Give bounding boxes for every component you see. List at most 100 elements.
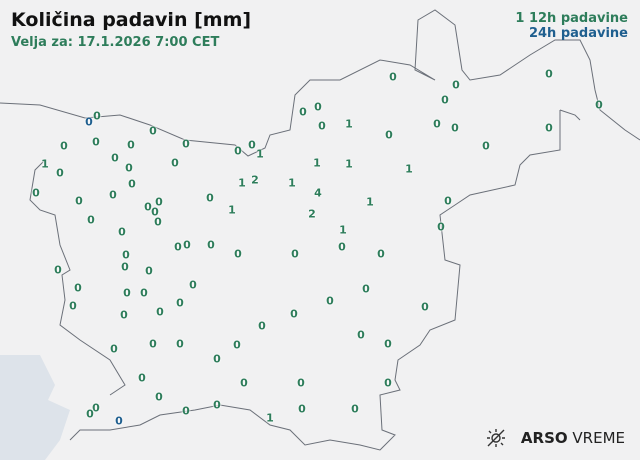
- station-value[interactable]: 0: [128, 177, 136, 191]
- station-value[interactable]: 0: [92, 135, 100, 149]
- station-value[interactable]: 0: [233, 338, 241, 352]
- station-value[interactable]: 0: [138, 371, 146, 385]
- station-value[interactable]: 1: [256, 147, 264, 161]
- station-value[interactable]: 0: [110, 342, 118, 356]
- station-value[interactable]: 0: [182, 137, 190, 151]
- station-value[interactable]: 0: [69, 299, 77, 313]
- station-value[interactable]: 1: [288, 176, 296, 190]
- station-value[interactable]: 0: [297, 376, 305, 390]
- station-value[interactable]: 0: [86, 407, 94, 421]
- station-value[interactable]: 0: [299, 105, 307, 119]
- station-value[interactable]: 0: [248, 138, 256, 152]
- station-value[interactable]: 0: [234, 144, 242, 158]
- station-value[interactable]: 1: [339, 223, 347, 237]
- station-value[interactable]: 0: [85, 115, 93, 129]
- station-value[interactable]: 0: [444, 194, 452, 208]
- station-value[interactable]: 0: [32, 186, 40, 200]
- station-value[interactable]: 0: [384, 376, 392, 390]
- logo-product: VREME: [572, 429, 625, 447]
- station-value[interactable]: 0: [318, 119, 326, 133]
- map-title: Količina padavin [mm]: [11, 9, 252, 31]
- station-value[interactable]: 0: [362, 282, 370, 296]
- station-value[interactable]: 0: [182, 404, 190, 418]
- station-value[interactable]: 0: [234, 247, 242, 261]
- station-value[interactable]: 0: [149, 337, 157, 351]
- station-value[interactable]: 0: [451, 121, 459, 135]
- station-value[interactable]: 0: [109, 188, 117, 202]
- station-value[interactable]: 0: [545, 121, 553, 135]
- station-value[interactable]: 0: [189, 278, 197, 292]
- station-value[interactable]: 0: [433, 117, 441, 131]
- station-value[interactable]: 0: [357, 328, 365, 342]
- station-value[interactable]: 0: [121, 260, 129, 274]
- station-value[interactable]: 0: [183, 238, 191, 252]
- station-value[interactable]: 0: [155, 390, 163, 404]
- station-value[interactable]: 0: [258, 319, 266, 333]
- station-value[interactable]: 0: [213, 398, 221, 412]
- station-value[interactable]: 0: [56, 166, 64, 180]
- station-value[interactable]: 0: [326, 294, 334, 308]
- station-value[interactable]: 0: [145, 264, 153, 278]
- station-value[interactable]: 0: [384, 337, 392, 351]
- station-value[interactable]: 0: [151, 205, 159, 219]
- station-value[interactable]: 0: [115, 414, 123, 428]
- station-value[interactable]: 0: [452, 78, 460, 92]
- station-value[interactable]: 0: [298, 402, 306, 416]
- station-value[interactable]: 0: [54, 263, 62, 277]
- station-value[interactable]: 0: [156, 305, 164, 319]
- station-value[interactable]: 1: [266, 411, 274, 425]
- station-value[interactable]: 0: [149, 124, 157, 138]
- station-value[interactable]: 0: [122, 248, 130, 262]
- station-value[interactable]: 0: [389, 70, 397, 84]
- station-value[interactable]: 0: [125, 161, 133, 175]
- station-value[interactable]: 0: [176, 337, 184, 351]
- station-value[interactable]: 0: [93, 109, 101, 123]
- station-value[interactable]: 1: [313, 156, 321, 170]
- station-value[interactable]: 0: [437, 220, 445, 234]
- station-value[interactable]: 2: [251, 173, 259, 187]
- station-value[interactable]: 0: [290, 307, 298, 321]
- station-value[interactable]: 0: [118, 225, 126, 239]
- station-value[interactable]: 1: [366, 195, 374, 209]
- station-value[interactable]: 0: [123, 286, 131, 300]
- station-value[interactable]: 0: [60, 139, 68, 153]
- station-value[interactable]: 1: [41, 157, 49, 171]
- station-value[interactable]: 0: [176, 296, 184, 310]
- station-value[interactable]: 0: [338, 240, 346, 254]
- station-value[interactable]: 0: [144, 200, 152, 214]
- station-value[interactable]: 0: [111, 151, 119, 165]
- station-value[interactable]: 0: [206, 191, 214, 205]
- station-value[interactable]: 0: [377, 247, 385, 261]
- station-value[interactable]: 0: [595, 98, 603, 112]
- station-value[interactable]: 0: [127, 138, 135, 152]
- station-value[interactable]: 0: [75, 194, 83, 208]
- station-value[interactable]: 1: [228, 203, 236, 217]
- station-value[interactable]: 1: [238, 176, 246, 190]
- station-value[interactable]: 2: [308, 207, 316, 221]
- station-value[interactable]: 0: [155, 195, 163, 209]
- station-value[interactable]: 0: [385, 128, 393, 142]
- station-value[interactable]: 0: [213, 352, 221, 366]
- station-value[interactable]: 0: [314, 100, 322, 114]
- station-value[interactable]: 0: [351, 402, 359, 416]
- station-value[interactable]: 0: [74, 281, 82, 295]
- station-value[interactable]: 0: [291, 247, 299, 261]
- station-value[interactable]: 1: [405, 162, 413, 176]
- station-value[interactable]: 0: [482, 139, 490, 153]
- station-value[interactable]: 0: [174, 240, 182, 254]
- station-value[interactable]: 1: [345, 157, 353, 171]
- station-value[interactable]: 0: [171, 156, 179, 170]
- station-value[interactable]: 0: [154, 215, 162, 229]
- station-value[interactable]: 0: [207, 238, 215, 252]
- station-value[interactable]: 1: [345, 117, 353, 131]
- station-value[interactable]: 0: [120, 308, 128, 322]
- station-value[interactable]: 0: [441, 93, 449, 107]
- station-value[interactable]: 0: [87, 213, 95, 227]
- station-value[interactable]: 0: [545, 67, 553, 81]
- station-value[interactable]: 0: [421, 300, 429, 314]
- station-value[interactable]: 0: [140, 286, 148, 300]
- station-value[interactable]: 0: [240, 376, 248, 390]
- station-value[interactable]: 4: [314, 186, 322, 200]
- station-value[interactable]: 0: [92, 401, 100, 415]
